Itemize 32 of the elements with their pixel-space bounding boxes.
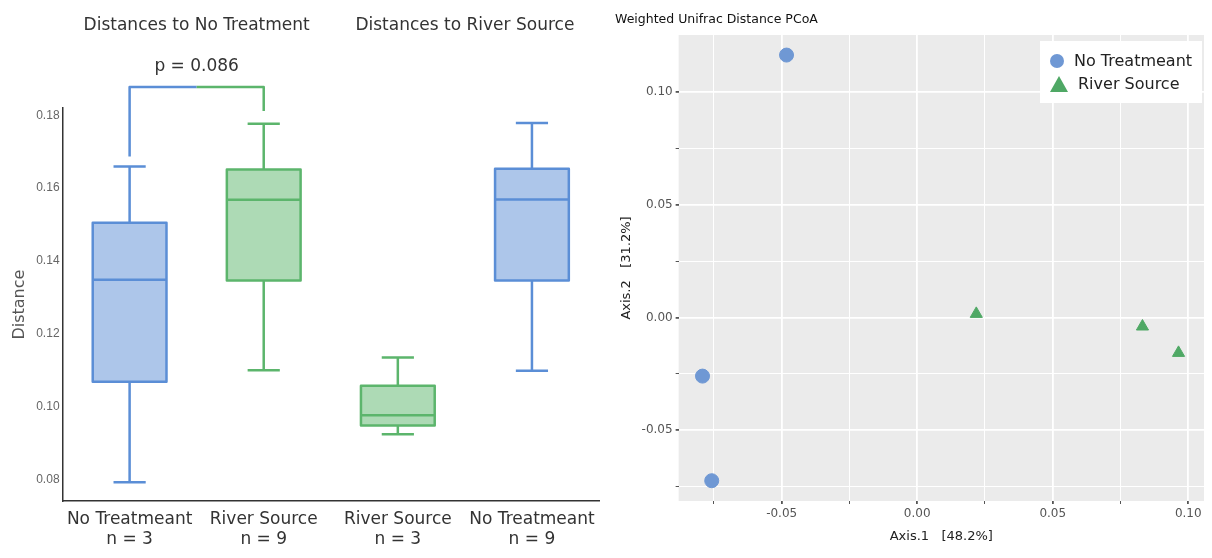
y-tick-label: 0.16: [36, 180, 60, 195]
legend-label: No Treatmeant: [1074, 51, 1193, 70]
point: [969, 306, 983, 318]
x-tick-label: No Treatmeant n = 9: [469, 507, 595, 549]
point: [1135, 319, 1150, 331]
x-tick-label: River Source n = 9: [209, 507, 318, 549]
x-tick-label: 0.05: [1039, 506, 1067, 521]
x-tick-label: 0.10: [1174, 506, 1202, 521]
legend-label: River Source: [1078, 74, 1180, 93]
y-tick-label: 0.18: [36, 107, 60, 122]
text: p = 0.086: [154, 55, 239, 76]
y-tick-label: 0.00: [645, 309, 673, 324]
point: [695, 368, 710, 384]
y-tick-label: 0.08: [36, 471, 60, 486]
y-tick-label: 0.10: [645, 84, 673, 99]
y-tick-label: 0.14: [36, 253, 60, 268]
y-axis-title: Distance: [8, 269, 28, 340]
text: Distances to River Source: [355, 14, 575, 35]
y-tick-label: 0.10: [36, 398, 60, 413]
y-tick-label: -0.05: [641, 422, 673, 437]
point: [779, 47, 795, 63]
text: Distances to No Treatment: [83, 14, 311, 35]
y-tick-label: 0.05: [645, 196, 673, 211]
chart-title: Weighted Unifrac Distance PCoA: [615, 10, 819, 26]
x-tick-label: -0.05: [766, 506, 798, 521]
x-tick-label: No Treatmeant n = 3: [66, 507, 193, 549]
x-axis-title: Axis.1 [48.2%]: [889, 527, 993, 543]
point: [1171, 345, 1186, 357]
x-tick-label: River Source n = 3: [343, 507, 452, 549]
y-axis-title: Axis.2 [31.2%]: [618, 216, 634, 320]
x-tick-label: 0.00: [903, 506, 931, 521]
y-tick-label: 0.12: [36, 326, 60, 341]
